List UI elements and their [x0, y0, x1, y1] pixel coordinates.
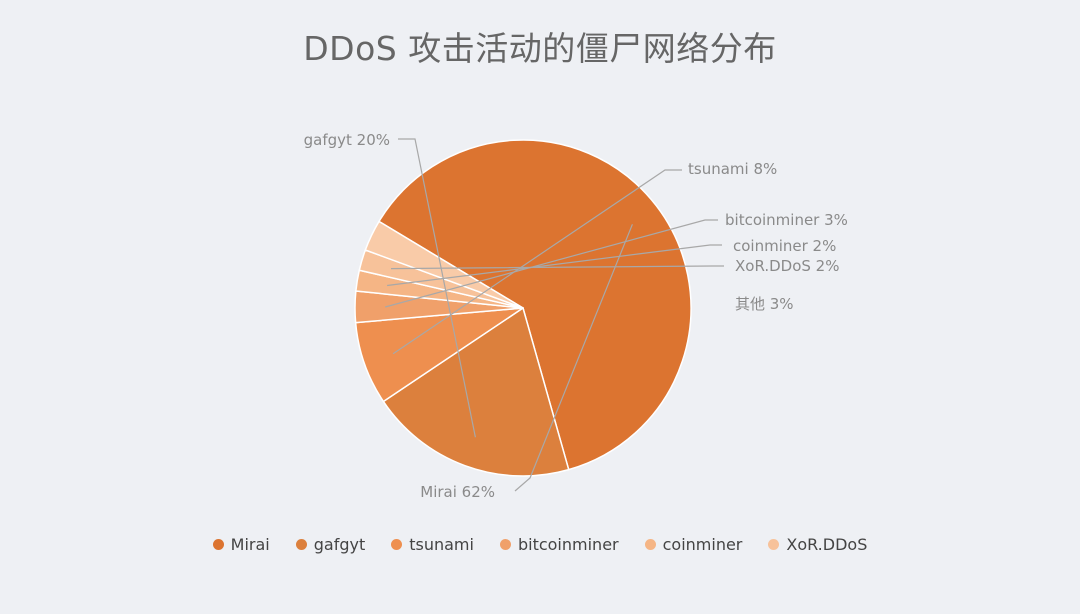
slice-label-bitcoinminer: bitcoinminer 3% — [725, 211, 848, 229]
leader-line-coinminer — [387, 244, 722, 287]
leader-line-xor-ddos — [390, 265, 724, 270]
legend-label: XoR.DDoS — [786, 535, 868, 554]
legend-label: Mirai — [230, 535, 270, 554]
slice-label-tsunami: tsunami 8% — [688, 160, 777, 178]
leader-line-tsunami — [392, 169, 682, 355]
legend-label: bitcoinminer — [517, 535, 619, 554]
leader-line-bitcoinminer — [385, 219, 718, 308]
legend-label: gafgyt — [313, 535, 366, 554]
legend-item-mirai[interactable]: Mirai — [212, 535, 270, 554]
slice-label-mirai: Mirai 62% — [420, 483, 495, 501]
legend-swatch — [391, 539, 403, 550]
legend-swatch — [212, 539, 224, 550]
pie-slice-mirai[interactable] — [378, 139, 692, 471]
legend-item-bitcoinminer[interactable]: bitcoinminer — [499, 535, 619, 554]
legend-item-coinminer[interactable]: coinminer — [644, 535, 743, 554]
legend-label: tsunami — [409, 535, 474, 554]
legend-swatch — [644, 539, 656, 550]
slice-label-gafgyt: gafgyt 20% — [304, 131, 390, 149]
pie-slice-gafgyt[interactable] — [382, 307, 570, 477]
legend-swatch — [499, 539, 511, 550]
chart-title: DDoS 攻击活动的僵尸网络分布 — [303, 29, 777, 68]
legend-label: coinminer — [662, 535, 743, 554]
slice-label-其他: 其他 3% — [735, 295, 794, 313]
legend-swatch — [295, 539, 307, 550]
slice-label-coinminer: coinminer 2% — [733, 237, 836, 255]
legend-item-tsunami[interactable]: tsunami — [391, 535, 474, 554]
leader-line-gafgyt — [398, 138, 476, 438]
legend-item-xor-ddos[interactable]: XoR.DDoS — [768, 535, 867, 554]
legend-item-gafgyt[interactable]: gafgyt — [295, 535, 366, 554]
slice-label-xor-ddos: XoR.DDoS 2% — [735, 257, 839, 275]
chart-legend: Mirai gafgyt tsunami bitcoinminer coinminer X… — [0, 535, 1080, 554]
legend-swatch — [768, 539, 780, 550]
pie-slice-其他[interactable] — [364, 220, 524, 309]
leader-line-mirai — [514, 224, 633, 492]
